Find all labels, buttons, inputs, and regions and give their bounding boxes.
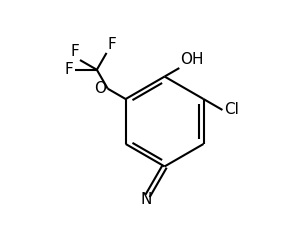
Text: OH: OH — [181, 52, 204, 67]
Text: O: O — [94, 81, 106, 96]
Text: F: F — [108, 37, 116, 52]
Text: F: F — [65, 62, 74, 77]
Text: N: N — [140, 191, 152, 207]
Text: F: F — [70, 44, 79, 59]
Text: Cl: Cl — [224, 103, 239, 117]
